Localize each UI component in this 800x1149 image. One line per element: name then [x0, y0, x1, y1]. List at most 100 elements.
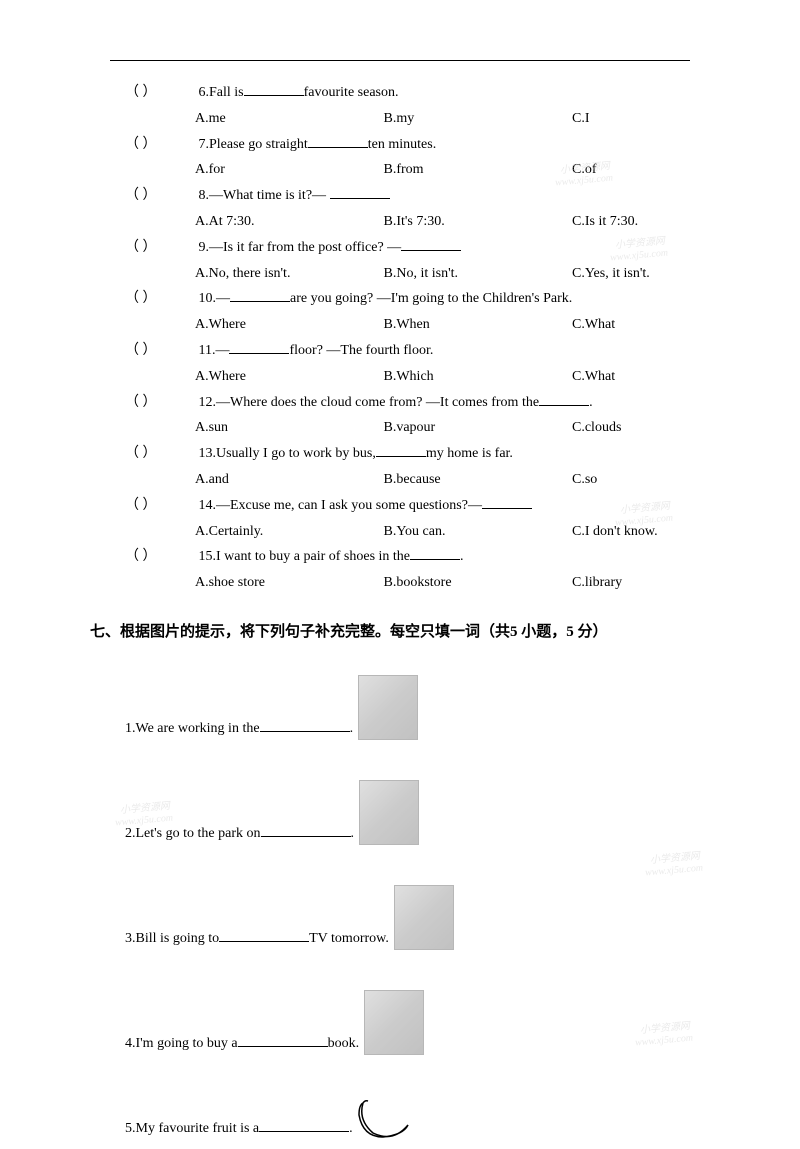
fill-blank[interactable]: [330, 185, 390, 199]
fill-pre: .We are working in the: [132, 721, 260, 736]
option-c[interactable]: C.of: [572, 158, 597, 182]
option-b[interactable]: B.vapour: [384, 416, 569, 440]
option-a[interactable]: A.sun: [195, 416, 380, 440]
options-10: A.Where B.When C.What: [195, 313, 750, 337]
fill-blank[interactable]: [376, 443, 426, 457]
q-post: ten minutes.: [368, 137, 436, 152]
question-10: （ ） 10.— are you going? —I'm going to the…: [125, 287, 750, 311]
option-b[interactable]: B.from: [384, 158, 569, 182]
q-post: .: [589, 395, 593, 410]
fill-blank[interactable]: [410, 546, 460, 560]
option-c[interactable]: C.I don't know.: [572, 520, 658, 544]
fill-blank[interactable]: [482, 495, 532, 509]
q-num: 10: [199, 291, 213, 306]
q-num: 14: [199, 498, 213, 513]
option-b[interactable]: B.No, it isn't.: [384, 262, 569, 286]
q-pre: .—Where does the cloud come from? —It co…: [213, 395, 540, 410]
answer-blank[interactable]: （ ）: [125, 287, 195, 311]
option-c[interactable]: C.Yes, it isn't.: [572, 262, 650, 286]
q-post: .: [460, 549, 464, 564]
fill-blank[interactable]: [401, 237, 461, 251]
fill-blank[interactable]: [244, 82, 304, 96]
option-b[interactable]: B.You can.: [384, 520, 569, 544]
q-pre: .I want to buy a pair of shoes in the: [213, 549, 411, 564]
fill-num: 4: [125, 1036, 132, 1051]
option-a[interactable]: A.for: [195, 158, 380, 182]
option-b[interactable]: B.It's 7:30.: [384, 210, 569, 234]
option-c[interactable]: C.so: [572, 468, 597, 492]
fill-blank[interactable]: [539, 392, 589, 406]
answer-blank[interactable]: （ ）: [125, 391, 195, 415]
fill-blank[interactable]: [219, 928, 309, 942]
question-6: （ ） 6.Fall isfavourite season.: [125, 81, 750, 105]
fill-num: 2: [125, 826, 132, 841]
fill-post: .: [350, 721, 354, 736]
answer-blank[interactable]: （ ）: [125, 545, 195, 569]
q-pre: .—: [213, 291, 231, 306]
fill-blank[interactable]: [229, 340, 289, 354]
fill-pre: .Let's go to the park on: [132, 826, 261, 841]
option-a[interactable]: A.Where: [195, 313, 380, 337]
option-a[interactable]: A.No, there isn't.: [195, 262, 380, 286]
option-c[interactable]: C.What: [572, 365, 615, 389]
fill-blank[interactable]: [261, 823, 351, 837]
option-b[interactable]: B.bookstore: [384, 571, 569, 595]
options-9: A.No, there isn't. B.No, it isn't. C.Yes…: [195, 262, 750, 286]
top-rule: [110, 60, 690, 61]
option-a[interactable]: A.Where: [195, 365, 380, 389]
q-pre: .—Excuse me, can I ask you some question…: [213, 498, 482, 513]
options-11: A.Where B.Which C.What: [195, 365, 750, 389]
answer-blank[interactable]: （ ）: [125, 236, 195, 260]
fill-blank[interactable]: [308, 134, 368, 148]
fill-post: book.: [328, 1036, 360, 1051]
option-c[interactable]: C.I: [572, 107, 590, 131]
q-num: 15: [199, 549, 213, 564]
option-a[interactable]: A.At 7:30.: [195, 210, 380, 234]
option-b[interactable]: B.because: [384, 468, 569, 492]
option-a[interactable]: A.shoe store: [195, 571, 380, 595]
banana-icon: [353, 1095, 413, 1140]
option-a[interactable]: A.Certainly.: [195, 520, 380, 544]
q-pre: .—Is it far from the post office? —: [206, 240, 402, 255]
q-post: floor? —The fourth floor.: [289, 343, 433, 358]
q-post: are you going? —I'm going to the Childre…: [290, 291, 572, 306]
q-post: my home is far.: [426, 446, 513, 461]
fill-blank[interactable]: [238, 1033, 328, 1047]
option-a[interactable]: A.me: [195, 107, 380, 131]
tv-image: [394, 885, 454, 950]
option-c[interactable]: C.Is it 7:30.: [572, 210, 638, 234]
answer-blank[interactable]: （ ）: [125, 184, 195, 208]
answer-blank[interactable]: （ ）: [125, 133, 195, 157]
answer-blank[interactable]: （ ）: [125, 81, 195, 105]
questions-block: （ ） 6.Fall isfavourite season. A.me B.my…: [50, 81, 750, 595]
fill-5: 5.My favourite fruit is a.: [125, 1085, 750, 1140]
fill-num: 5: [125, 1121, 132, 1136]
answer-blank[interactable]: （ ）: [125, 442, 195, 466]
question-14: （ ） 14.—Excuse me, can I ask you some qu…: [125, 494, 750, 518]
q-num: 13: [199, 446, 213, 461]
option-c[interactable]: C.library: [572, 571, 622, 595]
q-num: 9: [199, 240, 206, 255]
option-a[interactable]: A.and: [195, 468, 380, 492]
option-b[interactable]: B.Which: [384, 365, 569, 389]
q-num: 11: [199, 343, 212, 358]
answer-blank[interactable]: （ ）: [125, 494, 195, 518]
answer-blank[interactable]: （ ）: [125, 339, 195, 363]
section-seven-title: 七、根据图片的提示，将下列句子补充完整。每空只填一词（共5 小题，5 分）: [90, 620, 750, 646]
option-b[interactable]: B.my: [384, 107, 569, 131]
q-num: 8: [199, 188, 206, 203]
options-6: A.me B.my C.I: [195, 107, 750, 131]
option-b[interactable]: B.When: [384, 313, 569, 337]
question-15: （ ） 15.I want to buy a pair of shoes in …: [125, 545, 750, 569]
fill-blank[interactable]: [259, 1118, 349, 1132]
question-12: （ ） 12.—Where does the cloud come from? …: [125, 391, 750, 415]
options-12: A.sun B.vapour C.clouds: [195, 416, 750, 440]
fill-blank[interactable]: [230, 288, 290, 302]
fill-block: 1.We are working in the. 2.Let's go to t…: [50, 665, 750, 1140]
book-image: [364, 990, 424, 1055]
option-c[interactable]: C.clouds: [572, 416, 621, 440]
option-c[interactable]: C.What: [572, 313, 615, 337]
q-pre: .—What time is it?—: [206, 188, 327, 203]
question-9: （ ） 9.—Is it far from the post office? —: [125, 236, 750, 260]
fill-blank[interactable]: [260, 718, 350, 732]
